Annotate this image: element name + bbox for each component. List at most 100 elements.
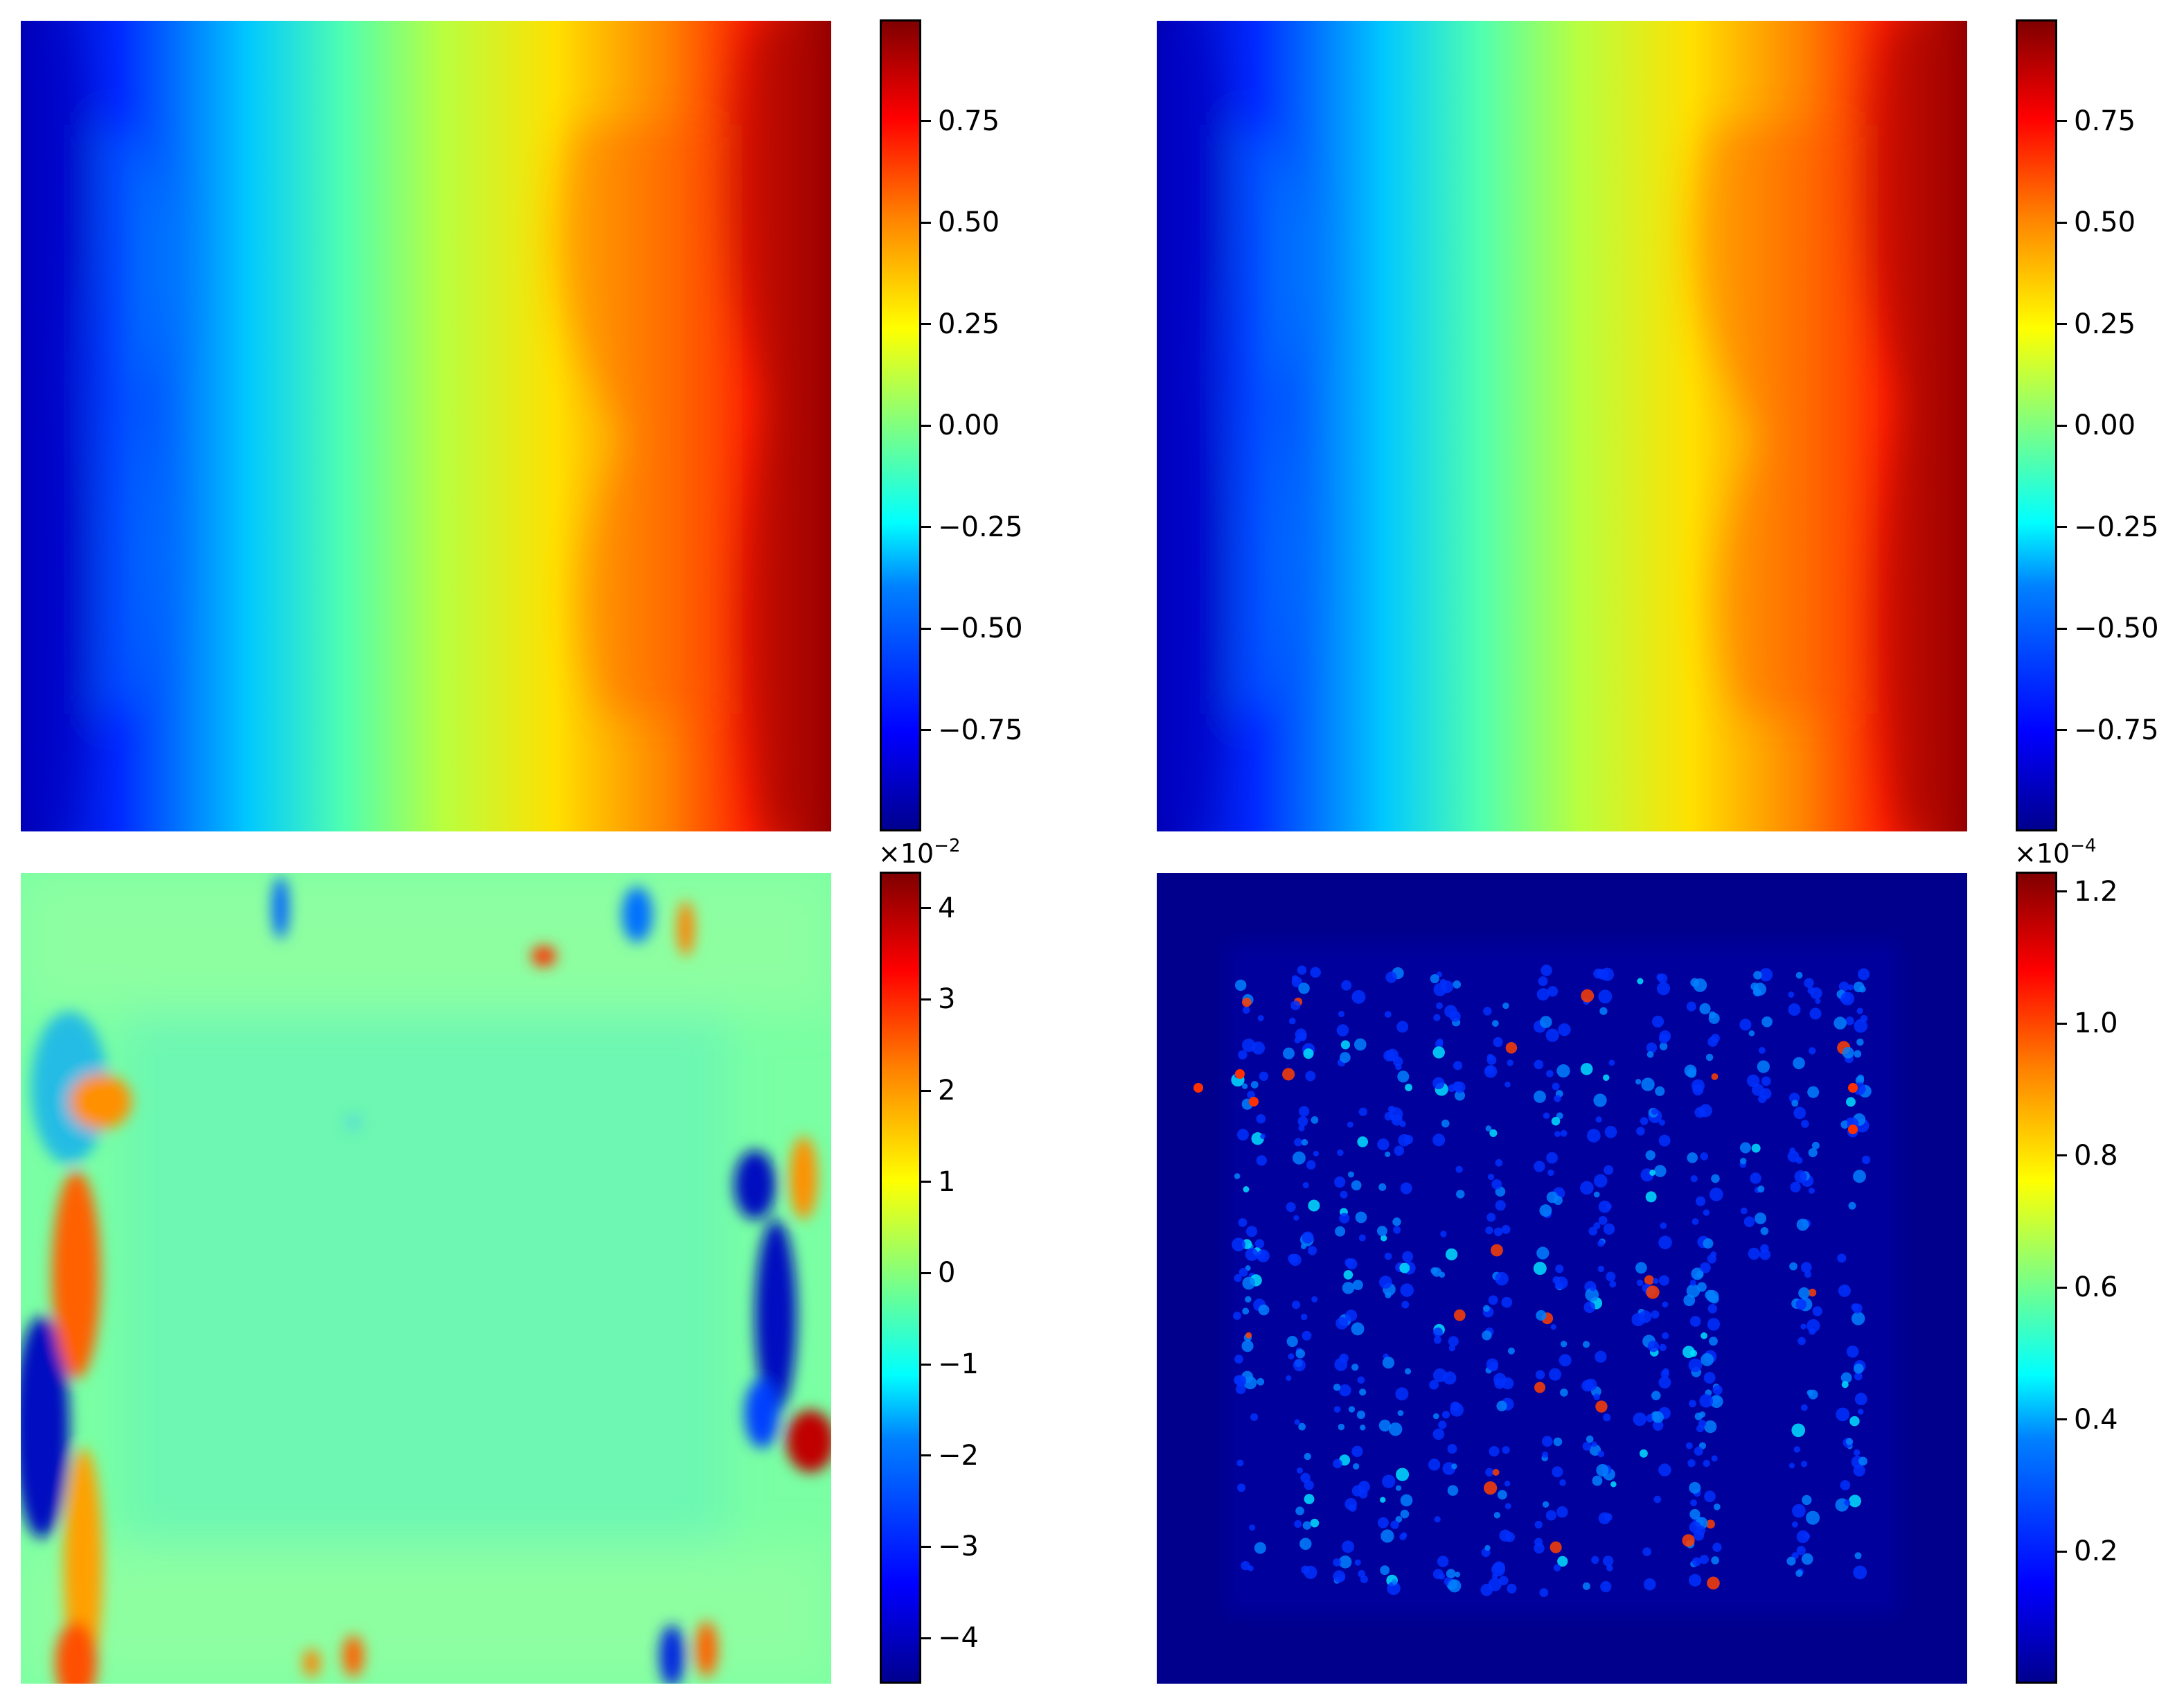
colorbar-tick-label: 0.75	[938, 105, 1000, 137]
colorbar-tick	[2057, 729, 2067, 731]
speckle	[1659, 1042, 1668, 1050]
speckle	[1689, 1400, 1697, 1408]
speckle	[1857, 1074, 1865, 1082]
speckle	[1759, 968, 1773, 982]
speckle	[1597, 969, 1608, 980]
speckle	[1237, 1483, 1246, 1492]
speckle	[1302, 1182, 1309, 1189]
colorbar-tick-label: 0.50	[2074, 206, 2136, 238]
colorbar-tick	[2057, 323, 2067, 325]
speckle	[1355, 1211, 1367, 1224]
speckle	[1256, 1113, 1266, 1124]
speckle	[1690, 1175, 1698, 1183]
speckle	[1342, 1540, 1355, 1553]
speckle	[1259, 1071, 1269, 1082]
colorbar-tick	[2057, 1154, 2067, 1157]
speckle	[1642, 1547, 1652, 1557]
speckle	[1710, 1395, 1723, 1409]
speckle	[1333, 1458, 1342, 1469]
speckle	[1432, 1569, 1444, 1580]
speckle	[1433, 1336, 1441, 1344]
speckle	[1545, 1510, 1556, 1521]
speckle	[1701, 1352, 1714, 1366]
speckle	[1652, 1420, 1664, 1431]
speckle	[1359, 1389, 1367, 1396]
speckle	[1502, 1002, 1509, 1010]
colorbar-tick	[921, 998, 931, 1001]
speckle	[1798, 1287, 1810, 1299]
speckle	[1351, 1322, 1365, 1336]
speckle	[1559, 1479, 1566, 1486]
speckle	[1553, 1195, 1563, 1206]
speckle	[1534, 1090, 1546, 1103]
speckle	[1802, 1495, 1812, 1506]
speckle	[1541, 964, 1552, 976]
speckle	[1311, 1116, 1319, 1124]
speckle	[1655, 1086, 1665, 1096]
speckle	[1704, 1420, 1717, 1434]
speckle	[1333, 1558, 1341, 1567]
speckle	[1245, 1248, 1259, 1262]
speckle	[1432, 1134, 1446, 1147]
speckle	[1710, 1251, 1717, 1258]
speckle	[1847, 984, 1854, 991]
speckle	[1651, 1015, 1664, 1028]
speckle	[1811, 1141, 1820, 1149]
speckle	[1688, 1358, 1703, 1373]
speckle	[1707, 1318, 1721, 1331]
speckle	[1441, 1411, 1450, 1419]
speckle	[1338, 1574, 1345, 1581]
speckle-hot	[1848, 1083, 1858, 1093]
speckle	[1552, 1466, 1563, 1478]
speckle	[1395, 1387, 1409, 1401]
speckle	[1453, 1061, 1463, 1070]
speckle	[1597, 1240, 1605, 1247]
speckle	[1347, 1171, 1354, 1178]
speckle	[1487, 1173, 1495, 1181]
speckle	[1534, 1520, 1543, 1529]
speckle	[1447, 1444, 1457, 1454]
speckle	[1504, 1503, 1511, 1510]
speckle	[1440, 1231, 1447, 1237]
speckle	[1807, 1086, 1820, 1098]
heatmap-top-left	[21, 21, 831, 831]
speckle	[1441, 1119, 1450, 1128]
speckle	[1480, 1583, 1493, 1596]
speckle	[1380, 1529, 1394, 1543]
speckle	[1560, 1129, 1568, 1137]
speckle	[1609, 1280, 1617, 1288]
speckle	[1795, 971, 1803, 979]
speckle	[1339, 1213, 1350, 1224]
speckle	[1852, 1303, 1863, 1314]
speckle	[1789, 1147, 1795, 1154]
speckle	[1245, 1226, 1258, 1237]
speckle	[1313, 1150, 1320, 1157]
speckle	[1595, 1350, 1607, 1363]
speckle	[1662, 1301, 1669, 1308]
speckle	[1603, 1413, 1611, 1422]
colorbar-tick-label: 0.00	[2074, 409, 2136, 441]
speckle	[1846, 1097, 1856, 1107]
speckle	[1237, 1129, 1249, 1141]
speckle	[1247, 1091, 1255, 1099]
colorbar-tick	[921, 1363, 931, 1366]
speckle	[1310, 1518, 1320, 1528]
speckle	[1303, 1048, 1314, 1059]
speckle	[1483, 1305, 1490, 1312]
speckle	[1399, 1533, 1406, 1541]
speckle	[1396, 1468, 1410, 1481]
speckle	[1557, 1555, 1568, 1567]
speckle	[1241, 1083, 1248, 1089]
speckle	[1758, 1047, 1766, 1054]
speckle	[1646, 1042, 1658, 1053]
speckle	[1545, 1028, 1559, 1042]
speckle	[1558, 1023, 1571, 1037]
speckle	[1502, 1446, 1510, 1454]
colorbar-tick	[2057, 627, 2067, 630]
speckle	[1333, 1406, 1341, 1413]
speckle	[1351, 989, 1366, 1004]
speckle	[1550, 1541, 1562, 1553]
speckle	[1658, 1235, 1672, 1250]
speckle	[1705, 1053, 1714, 1061]
speckle	[1300, 1472, 1311, 1483]
